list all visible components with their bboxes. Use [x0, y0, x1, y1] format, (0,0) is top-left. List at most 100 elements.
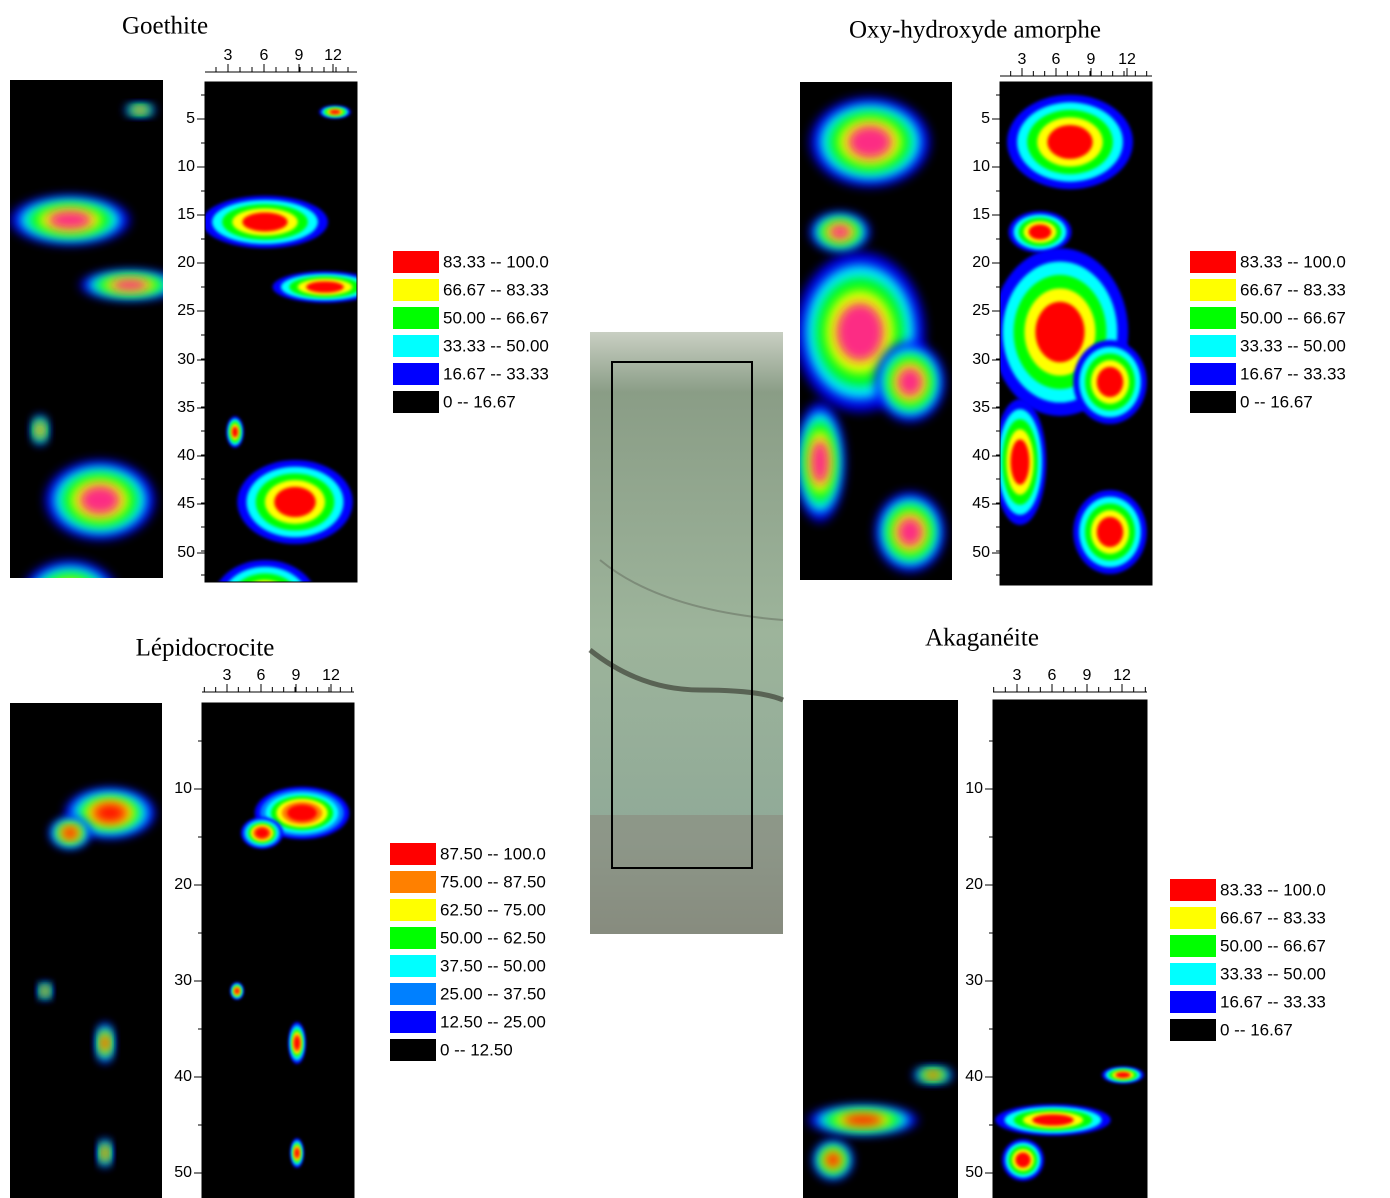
y-tick-label: 40: [965, 1068, 983, 1085]
legend-swatch: [1170, 907, 1216, 929]
x-tick-label: 12: [1118, 51, 1136, 68]
x-tick-label: 6: [1048, 667, 1057, 684]
legend-swatch: [1190, 391, 1236, 413]
legend-swatch: [393, 251, 439, 273]
panel: Oxy-hydroxyde amorphe 3 6 9 12 5 10 15 20 25 30 35 4…: [800, 17, 1346, 586]
legend-swatch: [1170, 991, 1216, 1013]
legend-label: 0 -- 16.67: [1240, 392, 1313, 411]
x-tick-label: 12: [1113, 667, 1131, 684]
map-blob: [843, 1114, 883, 1126]
x-tick-label: 6: [1052, 51, 1061, 68]
map-blob: [897, 517, 923, 547]
contour-blob: [1047, 124, 1093, 160]
contour-blob: [274, 486, 316, 518]
contour-blob: [294, 1036, 300, 1050]
map-blob: [44, 579, 96, 621]
legend-swatch: [1190, 279, 1236, 301]
contour-blob: [1010, 439, 1030, 485]
y-tick-label: 10: [177, 158, 195, 175]
x-tick-label: 3: [1013, 667, 1022, 684]
map-blob: [48, 211, 92, 229]
y-tick-label: 20: [177, 254, 195, 271]
legend-swatch: [390, 1011, 436, 1033]
map-blob: [38, 566, 102, 578]
legend-label: 87.50 -- 100.0: [440, 844, 546, 863]
map-blob: [925, 1072, 941, 1078]
legend-swatch: [393, 335, 439, 357]
panel-title: Goethite: [122, 13, 208, 40]
legend-label: 50.00 -- 66.67: [1240, 308, 1346, 327]
panel-title: Lépidocrocite: [136, 635, 275, 662]
y-tick-label: 45: [177, 495, 195, 512]
legend-label: 12.50 -- 25.00: [440, 1012, 546, 1031]
legend-swatch: [390, 871, 436, 893]
legend-label: 16.67 -- 33.33: [1220, 992, 1326, 1011]
legend-label: 25.00 -- 37.50: [440, 984, 546, 1003]
panel: Akaganéite 3 6 9 12 10 20 30 40 50 83.33 -- 100.0 6…: [803, 625, 1326, 1198]
legend-swatch: [1170, 963, 1216, 985]
contour-blob: [246, 587, 284, 617]
legend-swatch: [393, 363, 439, 385]
legend-swatch: [390, 927, 436, 949]
y-tick-label: 15: [177, 206, 195, 223]
y-tick-label: 30: [965, 972, 983, 989]
y-tick-label: 50: [177, 544, 195, 561]
plot-frame: [204, 81, 358, 583]
contour-blob: [255, 828, 269, 838]
legend-label: 62.50 -- 75.00: [440, 900, 546, 919]
legend-label: 66.67 -- 83.33: [443, 280, 549, 299]
y-tick-label: 40: [177, 447, 195, 464]
smoothed-map: [10, 703, 162, 1198]
map-blob: [95, 805, 125, 821]
map-blob: [825, 1152, 841, 1168]
legend-label: 75.00 -- 87.50: [440, 872, 546, 891]
map-blob: [43, 988, 47, 994]
panel: Goethite 3 6 9 12 5 10 15 20 25 30 35 40 45 50 83.33 --…: [10, 13, 549, 621]
contour-blob: [1096, 516, 1124, 548]
legend-label: 83.33 -- 100.0: [1220, 880, 1326, 899]
contour-blobs: [993, 700, 1147, 1198]
legend-swatch: [393, 279, 439, 301]
y-tick-label: 25: [972, 302, 990, 319]
map-blob: [37, 424, 43, 436]
legend-label: 0 -- 12.50: [440, 1040, 513, 1059]
y-tick-label: 40: [972, 447, 990, 464]
legend-label: 37.50 -- 50.00: [440, 956, 546, 975]
legend-swatch: [393, 307, 439, 329]
y-tick-label: 5: [186, 110, 195, 127]
x-tick-label: 9: [292, 667, 301, 684]
panel: Lépidocrocite 3 6 9 12 10 20 30 40 50 87.50 -- 100…: [10, 635, 546, 1198]
legend-label: 33.33 -- 50.00: [443, 336, 549, 355]
y-tick-label: 50: [972, 544, 990, 561]
legend-label: 50.00 -- 62.50: [440, 928, 546, 947]
y-tick-label: 10: [174, 780, 192, 797]
legend-label: 66.67 -- 83.33: [1240, 280, 1346, 299]
legend-swatch: [1170, 935, 1216, 957]
legend-label: 83.33 -- 100.0: [443, 252, 549, 271]
map-blob: [811, 440, 829, 484]
contour-blobs: [205, 82, 357, 617]
legend-label: 50.00 -- 66.67: [1220, 936, 1326, 955]
legend-swatch: [393, 391, 439, 413]
x-tick-label: 3: [1018, 51, 1027, 68]
map-blob: [848, 125, 892, 159]
contour-blob: [254, 580, 276, 582]
y-tick-label: 30: [177, 351, 195, 368]
map-blob: [836, 303, 884, 361]
y-tick-label: 40: [174, 1068, 192, 1085]
plot-frame: [201, 702, 355, 1198]
plot-frame: [992, 699, 1148, 1198]
y-tick-label: 20: [174, 876, 192, 893]
legend-swatch: [1190, 307, 1236, 329]
y-tick-label: 5: [981, 110, 990, 127]
contour-map: [202, 703, 354, 1198]
legend-swatch: [1170, 879, 1216, 901]
panel-title: Akaganéite: [925, 625, 1039, 652]
legend-swatch: [390, 899, 436, 921]
y-tick-label: 30: [972, 351, 990, 368]
map-blob: [50, 572, 90, 578]
contour-blob: [1096, 366, 1124, 398]
legend-label: 33.33 -- 50.00: [1240, 336, 1346, 355]
